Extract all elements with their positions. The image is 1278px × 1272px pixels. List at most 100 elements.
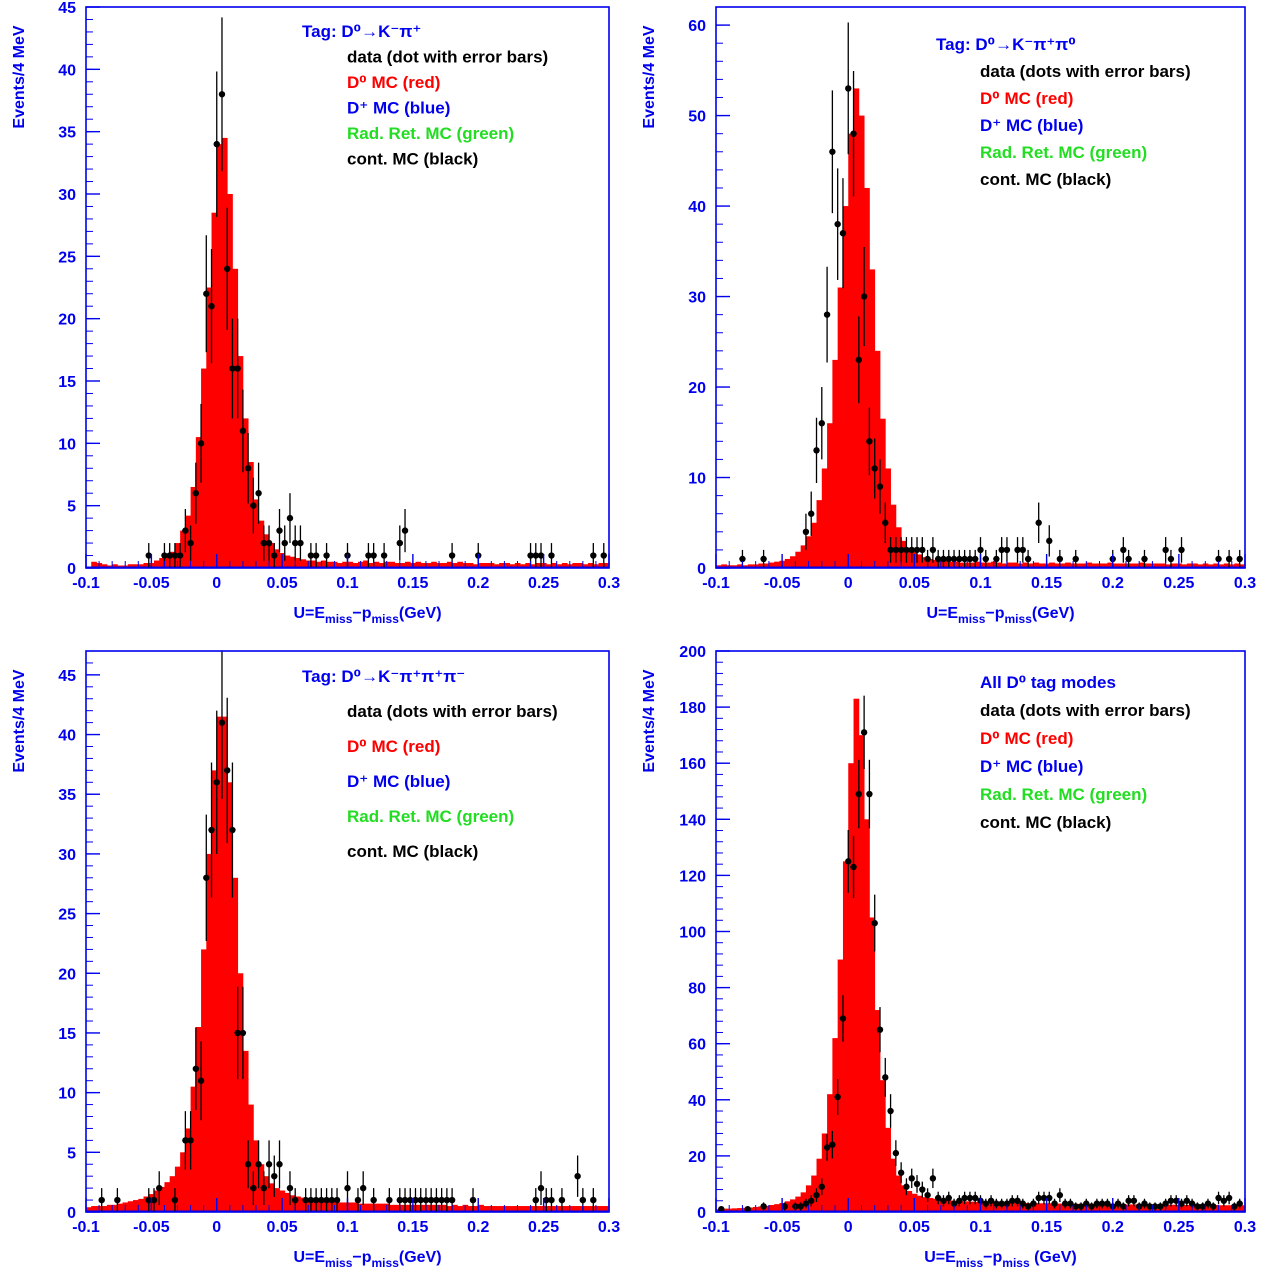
- histogram-bar: [326, 1201, 333, 1212]
- x-tick-label: 0.15: [1031, 575, 1062, 592]
- data-point: [323, 552, 330, 559]
- data-point: [1120, 546, 1127, 554]
- data-point: [823, 311, 831, 318]
- data-point: [318, 1196, 325, 1204]
- histogram-bar: [737, 1208, 743, 1212]
- data-point: [543, 1196, 550, 1204]
- histogram-bar: [169, 1176, 176, 1212]
- histogram-bar: [493, 1206, 500, 1212]
- data-point: [1030, 1200, 1037, 1207]
- data-point: [1114, 1200, 1122, 1207]
- data-point: [197, 1077, 205, 1084]
- data-point: [265, 1161, 273, 1168]
- data-point: [244, 465, 252, 472]
- data-point: [448, 552, 456, 559]
- histogram-bar: [1012, 562, 1018, 568]
- x-label-part: U=E: [924, 1249, 956, 1266]
- histogram-bar: [499, 1206, 505, 1212]
- histogram-bar: [133, 1200, 139, 1212]
- data-point: [829, 1141, 836, 1148]
- data-point: [1125, 1197, 1132, 1204]
- histogram-bar: [969, 1201, 976, 1212]
- x-label-subscript: miss: [325, 1256, 353, 1270]
- histogram-bar: [1028, 563, 1034, 568]
- x-label-part: −p: [985, 605, 1004, 622]
- histogram-bar: [572, 1206, 579, 1212]
- y-tick-label: 0: [67, 561, 76, 578]
- data-point: [401, 1196, 409, 1204]
- histogram-bar: [1186, 563, 1193, 568]
- histogram-bar: [758, 1206, 765, 1212]
- data-point: [1199, 1203, 1206, 1210]
- histogram-bar: [879, 1080, 886, 1212]
- data-points: [739, 22, 1243, 568]
- data-point: [739, 555, 746, 563]
- histogram-bar: [106, 1204, 113, 1212]
- data-point: [260, 1184, 268, 1192]
- legend-tag: Tag: D⁰→K⁻π⁺: [302, 22, 421, 41]
- histogram-bar: [885, 1127, 891, 1212]
- histogram-bar: [394, 1204, 401, 1212]
- histogram-bar: [996, 562, 1003, 568]
- x-label-subscript: miss: [372, 612, 400, 626]
- histogram-bar: [980, 562, 987, 568]
- x-tick-label: 0.1: [336, 575, 358, 592]
- histogram-bar: [159, 558, 165, 568]
- data-point: [276, 527, 283, 534]
- y-tick-label: 0: [697, 1205, 706, 1222]
- histogram-bar: [943, 1199, 950, 1212]
- histogram-bar: [452, 1204, 458, 1212]
- data-point: [1098, 1200, 1106, 1207]
- plot-area: [86, 651, 609, 1212]
- histogram-bar: [248, 1104, 254, 1212]
- data-point: [718, 1205, 725, 1213]
- plot-area: [86, 7, 609, 568]
- legend-data: data (dot with error bars): [347, 48, 548, 67]
- data-point: [887, 1107, 894, 1115]
- x-tick-label: 0.15: [397, 575, 428, 592]
- data-point: [839, 1015, 847, 1022]
- data-point: [417, 1196, 424, 1204]
- data-point: [1215, 555, 1222, 563]
- data-point: [171, 552, 179, 559]
- histogram-bar: [1218, 564, 1225, 568]
- data-point: [302, 1196, 309, 1204]
- histogram-bar: [206, 853, 212, 1212]
- data-point: [1210, 1203, 1217, 1210]
- histogram-bar: [1091, 563, 1098, 568]
- data-point: [797, 1203, 804, 1210]
- x-label-subscript: miss: [325, 612, 353, 626]
- histogram-bar: [874, 350, 881, 568]
- legend: Tag: D⁰→K⁻π⁺ data (dot with error bars) D⁰…: [302, 22, 548, 169]
- histogram-bar: [1065, 1203, 1071, 1212]
- data-point: [469, 1196, 477, 1204]
- histogram-bar: [1075, 563, 1082, 568]
- histogram-bar: [195, 437, 202, 568]
- histogram-bar: [1139, 1204, 1145, 1212]
- y-tick-label: 15: [58, 1026, 76, 1043]
- histogram-bar: [853, 698, 860, 1212]
- x-tick-label: 0.15: [1031, 1219, 1062, 1236]
- data-point: [250, 1184, 257, 1192]
- x-label-subscript: miss: [1002, 1256, 1030, 1270]
- histogram-bar: [378, 1203, 385, 1212]
- legend: All D⁰ tag modes data (dots with error ba…: [980, 673, 1191, 832]
- histogram-bar: [1054, 1203, 1061, 1212]
- data-point: [982, 1200, 989, 1207]
- histogram-bar: [959, 562, 966, 568]
- data-point: [1046, 537, 1053, 545]
- histogram-bar: [758, 563, 765, 568]
- histogram-bar: [478, 563, 484, 568]
- data-point: [1104, 1200, 1111, 1207]
- histogram-bar: [572, 563, 579, 568]
- data-point: [1173, 1197, 1180, 1204]
- histogram-bar: [164, 1182, 171, 1212]
- histogram-bar: [295, 558, 301, 568]
- histogram-bar: [405, 561, 411, 568]
- histogram-bar: [133, 564, 139, 568]
- histogram-bar: [969, 562, 976, 568]
- histogram-bar: [420, 563, 427, 568]
- data-point: [208, 303, 215, 310]
- x-axis: -0.1 -0.05 0 0.05 0.1 0.15 0.2 0.25 0.3: [72, 1198, 620, 1236]
- legend-cont: cont. MC (black): [347, 842, 478, 861]
